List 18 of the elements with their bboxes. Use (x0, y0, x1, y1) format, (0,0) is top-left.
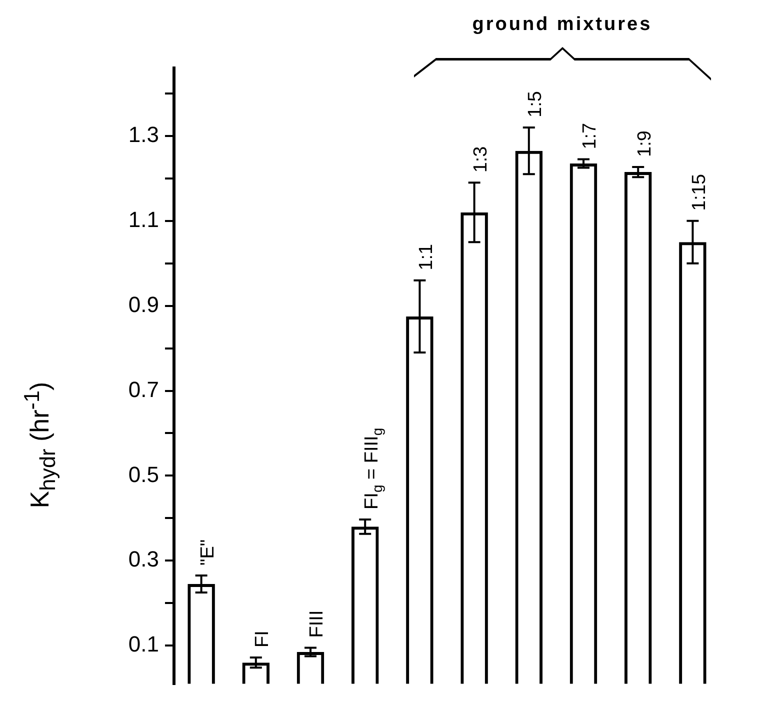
text: ground mixtures (472, 14, 652, 36)
y-tick-label: 0.9 (128, 292, 159, 317)
y-tick-label: 1.3 (128, 122, 159, 148)
y-tick-label: 0.1 (128, 632, 159, 657)
x-tick-label: 1:9 (634, 130, 656, 157)
x-tick-label: FIII (306, 610, 328, 638)
x-tick-label: 1:15 (688, 174, 710, 211)
y-tick-label: 0.3 (128, 546, 159, 572)
y-tick-label: 1.1 (128, 206, 159, 232)
x-tick-label: FI (252, 630, 274, 648)
x-tick-label: 1:7 (580, 122, 601, 150)
x-tick-label: FIg = FIIIg (361, 428, 385, 510)
x-tick-label: 1:5 (525, 91, 546, 118)
y-tick-label: 0.7 (128, 376, 159, 402)
x-tick-label: 1:3 (470, 146, 492, 173)
x-tick-label: 1:1 (416, 244, 437, 270)
x-tick-label: "E" (198, 539, 219, 566)
y-tick-label: 0.5 (128, 462, 159, 487)
